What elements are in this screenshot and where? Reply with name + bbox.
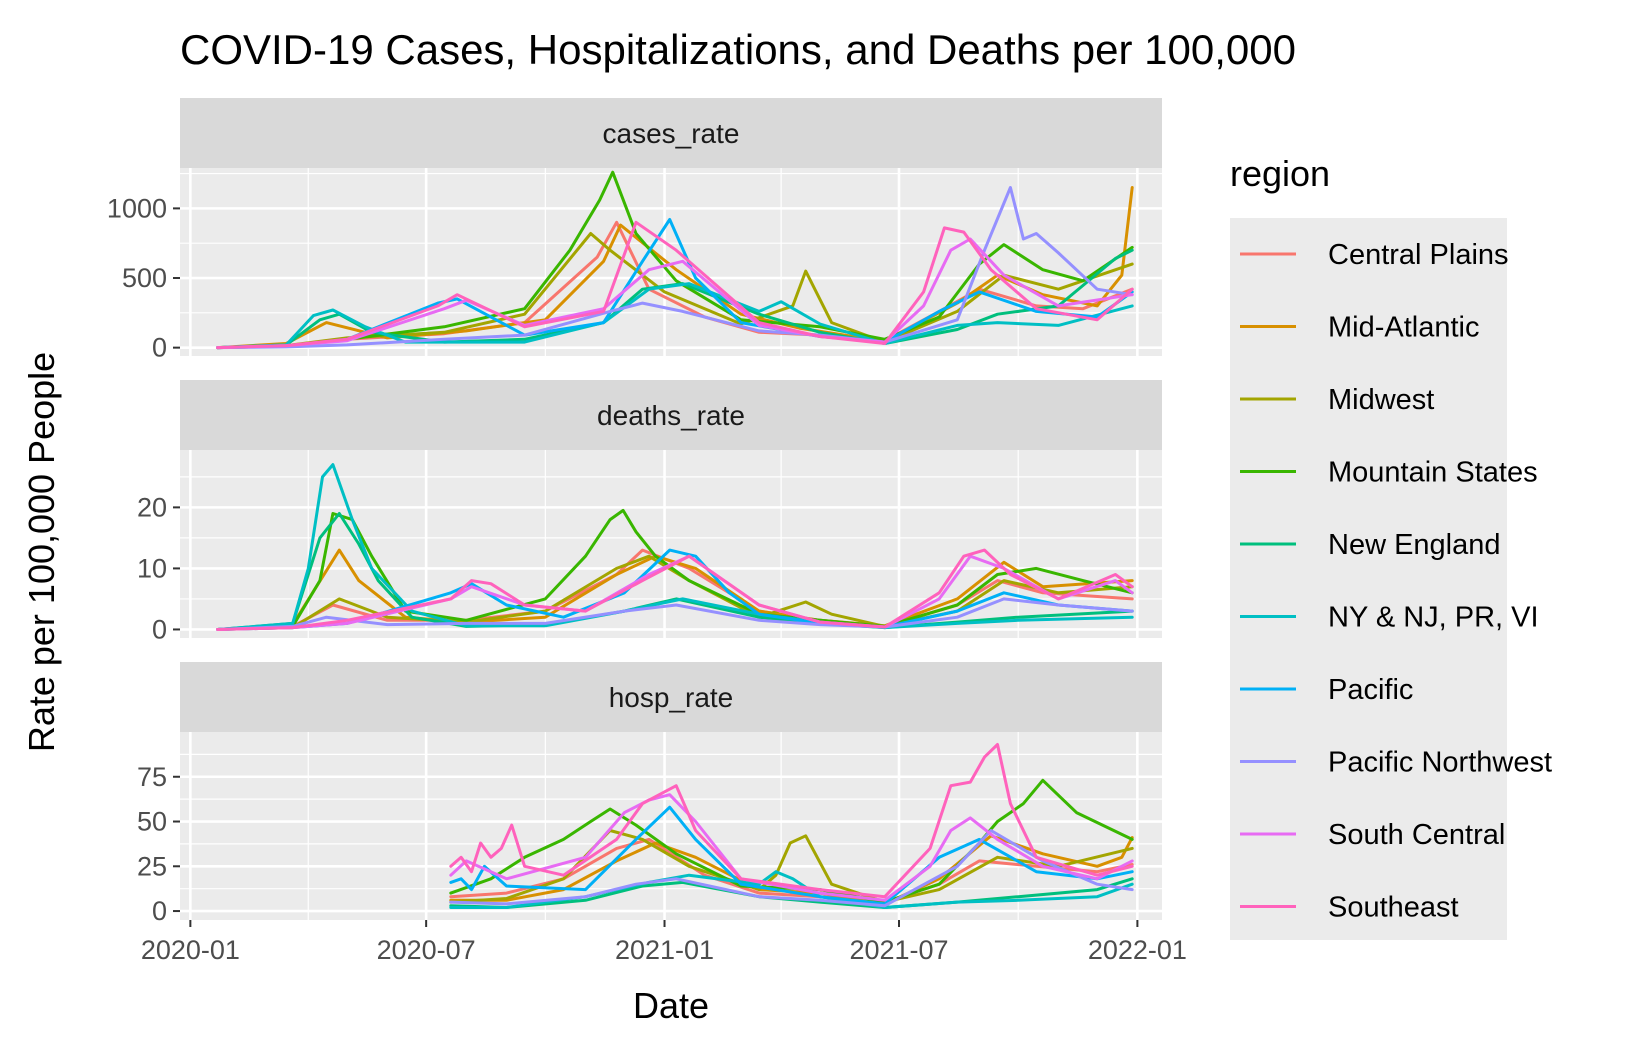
y-tick-label: 500 [122, 263, 167, 293]
series-group [216, 170, 1134, 350]
series-line-ny-nj-pr-vi [216, 282, 1134, 350]
legend-item: Mid-Atlantic [1240, 312, 1480, 344]
y-axis-title: Rate per 100,000 People [21, 352, 62, 752]
x-axis-title: Date [633, 985, 709, 1026]
x-tick-label: 2020-07 [377, 935, 476, 965]
facet-deaths-rate: deaths_rate 0 10 20 [137, 380, 1162, 644]
legend-label: Central Plains [1328, 239, 1509, 271]
y-tick-label: 25 [137, 851, 167, 881]
panel-background [180, 168, 1162, 356]
series-line-pacific [449, 805, 1134, 906]
series-line-mountain-states [216, 508, 1134, 631]
legend-label: Midwest [1328, 384, 1434, 416]
y-tick-label: 1000 [107, 193, 167, 223]
series-group [449, 743, 1134, 909]
legend-items: Central Plains Mid-Atlantic Midwest Mountai… [1240, 239, 1552, 924]
legend-label: Mid-Atlantic [1328, 312, 1480, 344]
facet-strip [180, 380, 1162, 450]
facet-panels: cases_rate05001000deaths_rate01020hosp_r… [107, 98, 1162, 926]
chart-title: COVID-19 Cases, Hospitalizations, and De… [180, 26, 1296, 73]
y-tick-label: 75 [137, 762, 167, 792]
legend-label: New England [1328, 529, 1501, 561]
legend-item: Midwest [1240, 384, 1434, 416]
series-line-south-central [216, 237, 1134, 350]
series-line-pacific-northwest [449, 829, 1134, 908]
series-line-southeast [216, 548, 1134, 631]
series-line-south-central [449, 793, 1134, 902]
facet-strip-label: hosp_rate [609, 682, 734, 713]
facet-hosp-rate: hosp_rate 0 25 50 75 [137, 662, 1162, 926]
legend-item: Mountain States [1240, 457, 1538, 489]
facet-strip [180, 98, 1162, 168]
x-axis: 2020-01 2020-07 2021-01 2021-07 2022-01 [141, 920, 1187, 965]
series-line-mountain-states [216, 170, 1134, 350]
series-line-pacific [216, 218, 1134, 350]
facet-strip [180, 662, 1162, 732]
y-tick-label: 0 [152, 333, 167, 363]
y-tick-label: 50 [137, 807, 167, 837]
facet-strip-label: cases_rate [603, 118, 740, 149]
series-group [216, 463, 1134, 631]
legend-label: NY & NJ, PR, VI [1328, 602, 1539, 634]
legend-title: region [1230, 153, 1330, 194]
panel-background [180, 732, 1162, 920]
legend-label: South Central [1328, 819, 1505, 851]
series-line-pacific [216, 548, 1134, 631]
legend-label: Pacific [1328, 674, 1413, 706]
facet-cases-rate: cases_rate 0 500 1000 [107, 98, 1162, 363]
legend-item: South Central [1240, 819, 1505, 851]
y-tick-label: 10 [137, 553, 167, 583]
series-line-southeast [449, 743, 1134, 899]
series-line-mountain-states [449, 778, 1134, 904]
x-tick-label: 2021-01 [615, 935, 714, 965]
y-tick-label: 20 [137, 492, 167, 522]
legend-item: Pacific [1240, 674, 1413, 706]
legend-item: NY & NJ, PR, VI [1240, 602, 1539, 634]
legend-label: Southeast [1328, 892, 1459, 924]
y-tick-label: 0 [152, 896, 167, 926]
series-line-ny-nj-pr-vi [216, 463, 1134, 631]
legend-item: Pacific Northwest [1240, 747, 1552, 779]
legend-label: Mountain States [1328, 457, 1538, 489]
legend: region Central Plains Mid-Atlantic Midwest… [1230, 153, 1552, 940]
facet-strip-label: deaths_rate [597, 400, 745, 431]
x-tick-label: 2022-01 [1088, 935, 1187, 965]
legend-item: Southeast [1240, 892, 1459, 924]
series-line-southeast [216, 220, 1134, 350]
x-tick-label: 2021-07 [849, 935, 948, 965]
x-tick-label: 2020-01 [141, 935, 240, 965]
legend-item: New England [1240, 529, 1501, 561]
y-tick-label: 0 [152, 614, 167, 644]
legend-label: Pacific Northwest [1328, 747, 1552, 779]
legend-key-background [1230, 218, 1507, 940]
legend-item: Central Plains [1240, 239, 1509, 271]
